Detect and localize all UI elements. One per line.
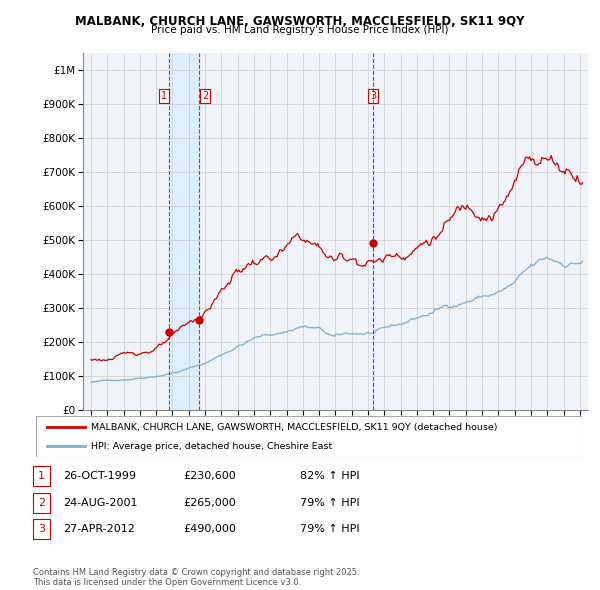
Text: 2: 2 <box>202 91 208 101</box>
Text: MALBANK, CHURCH LANE, GAWSWORTH, MACCLESFIELD, SK11 9QY (detached house): MALBANK, CHURCH LANE, GAWSWORTH, MACCLES… <box>91 422 497 432</box>
Text: 27-APR-2012: 27-APR-2012 <box>63 525 135 534</box>
Bar <box>169 53 199 410</box>
FancyBboxPatch shape <box>36 416 582 457</box>
Text: 24-AUG-2001: 24-AUG-2001 <box>63 498 137 507</box>
Text: 79% ↑ HPI: 79% ↑ HPI <box>300 525 359 534</box>
Text: £230,600: £230,600 <box>183 471 236 481</box>
Text: £265,000: £265,000 <box>183 498 236 507</box>
Text: 79% ↑ HPI: 79% ↑ HPI <box>300 498 359 507</box>
Text: Price paid vs. HM Land Registry's House Price Index (HPI): Price paid vs. HM Land Registry's House … <box>151 25 449 35</box>
Text: 3: 3 <box>38 525 45 534</box>
Text: HPI: Average price, detached house, Cheshire East: HPI: Average price, detached house, Ches… <box>91 441 332 451</box>
Text: 3: 3 <box>370 91 376 101</box>
Text: MALBANK, CHURCH LANE, GAWSWORTH, MACCLESFIELD, SK11 9QY: MALBANK, CHURCH LANE, GAWSWORTH, MACCLES… <box>75 15 525 28</box>
Text: 82% ↑ HPI: 82% ↑ HPI <box>300 471 359 481</box>
Bar <box>373 53 374 410</box>
Text: £490,000: £490,000 <box>183 525 236 534</box>
Text: 1: 1 <box>161 91 167 101</box>
Text: 26-OCT-1999: 26-OCT-1999 <box>63 471 136 481</box>
Text: 2: 2 <box>38 498 45 507</box>
Text: 1: 1 <box>38 471 45 481</box>
Text: Contains HM Land Registry data © Crown copyright and database right 2025.
This d: Contains HM Land Registry data © Crown c… <box>33 568 359 587</box>
